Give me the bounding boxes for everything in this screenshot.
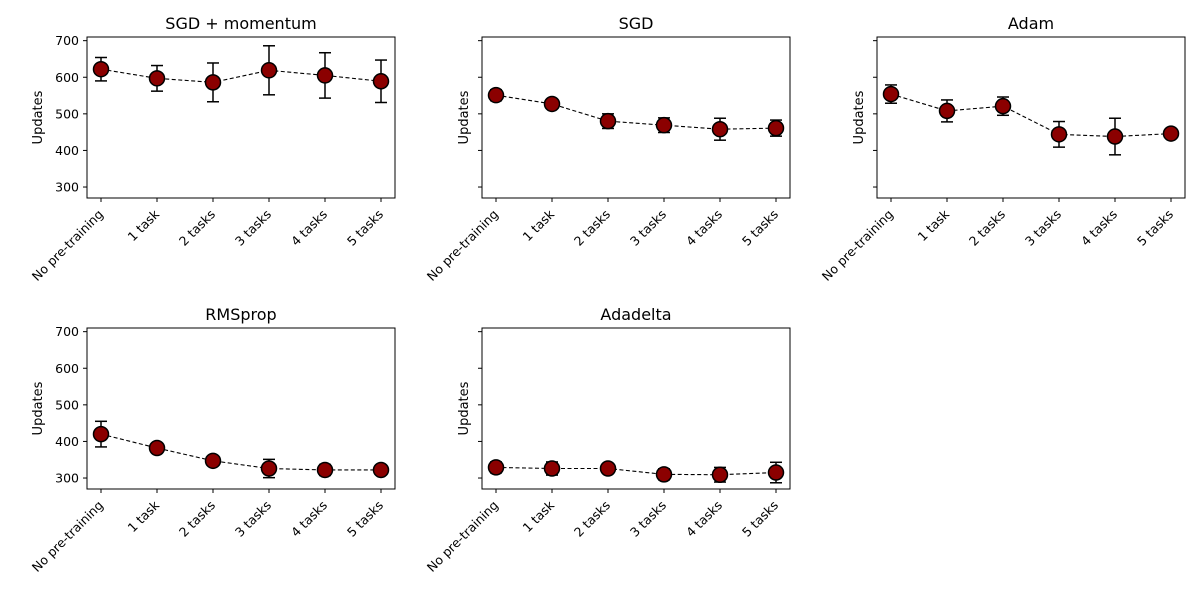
data-point xyxy=(316,67,334,84)
subplot-title: RMSprop xyxy=(205,305,276,324)
subplot-title: Adam xyxy=(1008,14,1054,33)
y-axis-label: Updates xyxy=(31,381,46,435)
series-line xyxy=(890,93,1172,138)
x-tick-label: 1 task xyxy=(519,497,557,535)
axes-frame xyxy=(481,36,791,199)
y-tick-label: 500 xyxy=(55,397,79,412)
data-point xyxy=(260,460,278,477)
x-tick-label: 5 tasks xyxy=(739,207,781,249)
data-point xyxy=(204,74,222,91)
data-point xyxy=(655,116,673,134)
data-point xyxy=(92,425,110,443)
y-tick-label: 400 xyxy=(55,434,79,449)
x-tick-label: 5 tasks xyxy=(1134,207,1176,249)
data-point xyxy=(316,461,334,479)
subplot-4: RMSprop 300 400 500 600 700 Updates No pre-trai… xyxy=(29,305,396,575)
data-point xyxy=(148,439,166,457)
axes-frame xyxy=(86,327,396,490)
x-tick-label: 2 tasks xyxy=(571,498,613,540)
x-tick-label: No pre-training xyxy=(819,207,896,284)
data-point xyxy=(487,459,505,476)
x-tick-label: 2 tasks xyxy=(176,207,218,249)
x-tick-label: 1 task xyxy=(914,206,952,244)
y-tick-label: 500 xyxy=(55,106,79,121)
y-tick-label: 600 xyxy=(55,70,79,85)
subplot-title: SGD + momentum xyxy=(165,14,316,33)
x-tick-label: No pre-training xyxy=(29,207,106,284)
x-tick-label: 2 tasks xyxy=(176,498,218,540)
subplot-1: SGD + momentum 300 400 500 600 700 Updates No p… xyxy=(29,14,396,284)
x-tick-label: 1 task xyxy=(124,497,162,535)
axes-frame xyxy=(481,327,791,490)
x-tick-label: 3 tasks xyxy=(1022,207,1064,249)
data-point xyxy=(994,97,1012,115)
data-point xyxy=(599,460,617,477)
x-tick-label: No pre-training xyxy=(424,207,501,284)
data-point xyxy=(148,70,166,87)
x-tick-label: 5 tasks xyxy=(344,498,386,540)
data-point xyxy=(767,464,785,481)
x-tick-label: 3 tasks xyxy=(627,207,669,249)
x-tick-label: 4 tasks xyxy=(288,207,330,249)
x-tick-label: 4 tasks xyxy=(683,498,725,540)
x-tick-label: 4 tasks xyxy=(683,207,725,249)
data-point xyxy=(599,112,617,130)
series-line xyxy=(495,94,777,130)
x-tick-label: 3 tasks xyxy=(232,207,274,249)
x-tick-label: No pre-training xyxy=(29,498,106,575)
x-tick-label: 3 tasks xyxy=(627,498,669,540)
data-point xyxy=(882,85,900,103)
data-point xyxy=(260,62,278,79)
data-point xyxy=(767,119,785,137)
y-axis-label: Updates xyxy=(457,381,472,435)
x-tick-label: 1 task xyxy=(519,206,557,244)
data-point xyxy=(711,120,729,138)
x-tick-label: 3 tasks xyxy=(232,498,274,540)
data-point xyxy=(487,86,505,104)
series-line xyxy=(495,466,777,476)
data-point xyxy=(1050,126,1068,143)
subplot-title: Adadelta xyxy=(600,305,671,324)
x-tick-label: No pre-training xyxy=(424,498,501,575)
y-axis-label: Updates xyxy=(852,90,867,144)
x-tick-label: 2 tasks xyxy=(571,207,613,249)
subplot-5: Adadelta Updates No pre-training 1 task 2 ta… xyxy=(424,305,791,575)
subplot-2: SGD Updates No pre-training 1 task 2 tasks 3 … xyxy=(424,14,791,284)
axes-frame xyxy=(876,36,1186,199)
x-tick-label: 5 tasks xyxy=(344,207,386,249)
y-tick-label: 300 xyxy=(55,180,79,195)
x-tick-label: 4 tasks xyxy=(288,498,330,540)
y-tick-label: 700 xyxy=(55,33,79,48)
x-tick-label: 2 tasks xyxy=(966,207,1008,249)
x-tick-label: 1 task xyxy=(124,206,162,244)
y-tick-label: 300 xyxy=(55,471,79,486)
series-line xyxy=(100,68,382,83)
data-point xyxy=(655,466,673,483)
data-point xyxy=(938,102,956,120)
y-tick-label: 600 xyxy=(55,361,79,376)
data-point xyxy=(372,73,390,90)
data-point xyxy=(372,461,390,479)
data-point xyxy=(204,452,222,470)
data-point xyxy=(1106,128,1124,145)
x-tick-label: 4 tasks xyxy=(1078,207,1120,249)
data-point xyxy=(543,95,561,113)
data-point xyxy=(92,60,110,78)
data-point xyxy=(543,460,561,477)
y-axis-label: Updates xyxy=(457,90,472,144)
y-tick-label: 400 xyxy=(55,143,79,158)
y-tick-label: 700 xyxy=(55,324,79,339)
axes-frame xyxy=(86,36,396,199)
x-tick-label: 5 tasks xyxy=(739,498,781,540)
subplot-title: SGD xyxy=(619,14,654,33)
subplot-3: Adam Updates No pre-training 1 task 2 tasks 3… xyxy=(819,14,1186,284)
data-point xyxy=(711,466,729,483)
series-line xyxy=(100,433,381,471)
y-axis-label: Updates xyxy=(31,90,46,144)
data-point xyxy=(1162,125,1180,142)
